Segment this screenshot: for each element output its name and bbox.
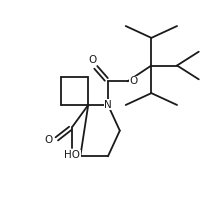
Text: O: O [88,55,96,64]
Text: N: N [104,100,112,110]
Text: HO: HO [64,150,80,160]
Text: O: O [130,76,138,86]
Text: O: O [45,136,53,145]
